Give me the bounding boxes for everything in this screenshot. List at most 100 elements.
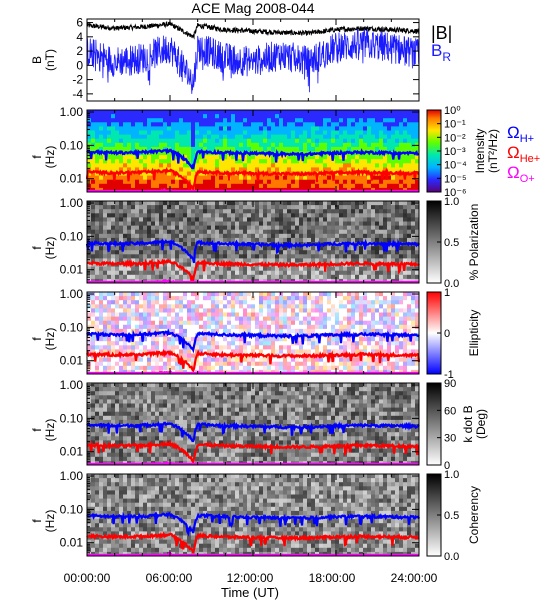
spectrogram-cell [415, 246, 420, 251]
spectrogram-cell [351, 324, 356, 330]
spectrogram-cell [351, 274, 356, 280]
spectrogram-cell [95, 296, 100, 301]
spectrogram-cell [387, 217, 392, 222]
spectrogram-cell [215, 312, 220, 317]
spectrogram-cell [139, 213, 144, 218]
spectrogram-cell [91, 357, 96, 363]
spectrogram-cell [95, 209, 100, 214]
spectrogram-cell [247, 300, 252, 305]
spectrogram-cell [415, 114, 420, 119]
spectrogram-cell [175, 209, 180, 214]
spectrogram-cells [87, 201, 420, 284]
spectrogram-cell [103, 254, 108, 259]
spectrogram-cell [219, 312, 224, 317]
spectrogram-cell [355, 201, 360, 206]
spectrogram-cell [355, 159, 360, 164]
spectrogram-cell [299, 237, 304, 243]
spectrogram-cell [335, 357, 340, 363]
spectrogram-cell [175, 217, 180, 222]
spectrogram-cell [367, 201, 372, 206]
spectrogram-cell [163, 304, 168, 309]
spectrogram-cell [359, 250, 364, 255]
spectrogram-cell [375, 308, 380, 313]
spectrogram-cell [355, 328, 360, 334]
spectrogram-cell [183, 110, 188, 115]
spectrogram-cell [363, 365, 368, 371]
spectrogram-cell [335, 304, 340, 309]
spectrogram-cell [411, 258, 416, 263]
spectrogram-cell [147, 365, 152, 371]
spectrogram-cell [351, 328, 356, 334]
spectrogram-cell [147, 274, 152, 280]
spectrogram-cell [259, 270, 264, 276]
spectrogram-cell [247, 312, 252, 317]
spectrogram-cell [239, 266, 244, 272]
spectrogram-cell [363, 341, 368, 346]
spectrogram-cell [183, 175, 188, 181]
spectrogram-cell [135, 246, 140, 251]
spectrogram-cell [367, 365, 372, 371]
spectrogram-cell [111, 233, 116, 239]
spectrogram-cell [295, 201, 300, 206]
spectrogram-cell [295, 328, 300, 334]
spectrogram-cell [111, 337, 116, 342]
spectrogram-cell [163, 229, 168, 235]
spectrogram-cell [99, 205, 104, 210]
spectrogram-cell [95, 308, 100, 313]
spectrogram-cell [87, 229, 92, 235]
spectrogram-cell [379, 365, 384, 371]
spectrogram-cell [115, 337, 120, 342]
spectrogram-cell [263, 217, 268, 222]
spectrogram-cell [199, 138, 204, 144]
spectrogram-cell [207, 365, 212, 371]
spectrogram-cell [339, 138, 344, 144]
spectrogram-cell [303, 337, 308, 342]
spectrogram-cell [239, 134, 244, 140]
spectrogram-cell [407, 163, 412, 168]
spectrogram-cell [211, 345, 216, 350]
spectrogram-cell [179, 262, 184, 267]
spectrogram-cell [203, 328, 208, 334]
spectrogram-cell [283, 345, 288, 350]
spectrogram-cell [327, 308, 332, 313]
spectrogram-cell [355, 229, 360, 235]
spectrogram-cell [375, 237, 380, 243]
spectrogram-cell [191, 175, 196, 181]
spectrogram-cell [411, 159, 416, 164]
spectrogram-cell [107, 328, 112, 334]
spectrogram-cell [379, 274, 384, 280]
spectrogram-cell [363, 292, 368, 297]
spectrogram-cell [407, 201, 412, 206]
spectrogram-cell [155, 266, 160, 272]
spectrogram-cell [287, 357, 292, 363]
spectrogram-cell [319, 205, 324, 210]
spectrogram-cell [335, 274, 340, 280]
spectrogram-cell [339, 134, 344, 140]
spectrogram-cell [399, 118, 404, 123]
spectrogram-cell [139, 254, 144, 259]
spectrogram-cell [287, 221, 292, 226]
spectrogram-cell [319, 324, 324, 330]
spectrogram-cell [247, 349, 252, 354]
spectrogram-cell [367, 159, 372, 164]
spectrogram-cell [183, 205, 188, 210]
colorbar-label-main: % Polarization [467, 204, 481, 281]
spectrogram-cell [275, 122, 280, 127]
spectrogram-cell [159, 205, 164, 210]
spectrogram-cell [231, 357, 236, 363]
spectrogram-cell [319, 201, 324, 206]
gyrofrequency-h-plus-line [85, 238, 420, 264]
spectrogram-cell [235, 110, 240, 115]
spectrogram-cell [379, 328, 384, 334]
spectrogram-cell [171, 324, 176, 330]
spectrogram-cell [99, 221, 104, 226]
spectrogram-cell [175, 138, 180, 144]
spectrogram-cell [283, 296, 288, 301]
spectrogram-cell [367, 270, 372, 276]
spectrogram-cell [259, 122, 264, 127]
spectrogram-cell [259, 126, 264, 131]
spectrogram-cell [299, 167, 304, 172]
spectrogram-cell [403, 209, 408, 214]
spectrogram-cell [175, 163, 180, 168]
spectrogram-cell [215, 138, 220, 144]
